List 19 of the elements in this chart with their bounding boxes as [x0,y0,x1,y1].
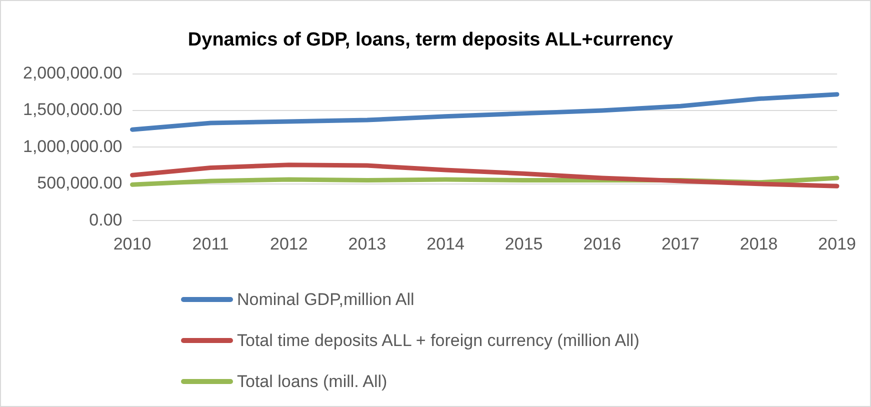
x-tick-label: 2019 [818,234,856,254]
legend-label: Total time deposits ALL + foreign currency (million All) [237,330,640,350]
y-tick-label: 1,500,000.00 [22,100,122,120]
x-tick-label: 2012 [270,234,308,254]
x-tick-label: 2011 [192,234,229,254]
legend-label: Nominal GDP,million All [237,290,414,310]
x-tick-label: 2014 [426,234,464,254]
y-tick-label: 0.00 [89,210,122,230]
y-tick-label: 1,000,000.00 [22,136,122,156]
x-tick-label: 2016 [583,234,622,254]
x-tick-label: 2017 [662,234,700,254]
chart-title: Dynamics of GDP, loans, term deposits ALL+currency [188,30,674,51]
x-tick-label: 2013 [348,234,386,254]
x-tick-label: 2018 [740,234,778,254]
x-tick-label: 2010 [113,234,152,254]
legend-label: Total loans (mill. All) [237,372,388,392]
x-tick-label: 2015 [504,234,543,254]
y-tick-label: 2,000,000.00 [22,63,122,82]
y-tick-label: 500,000.00 [37,174,122,193]
